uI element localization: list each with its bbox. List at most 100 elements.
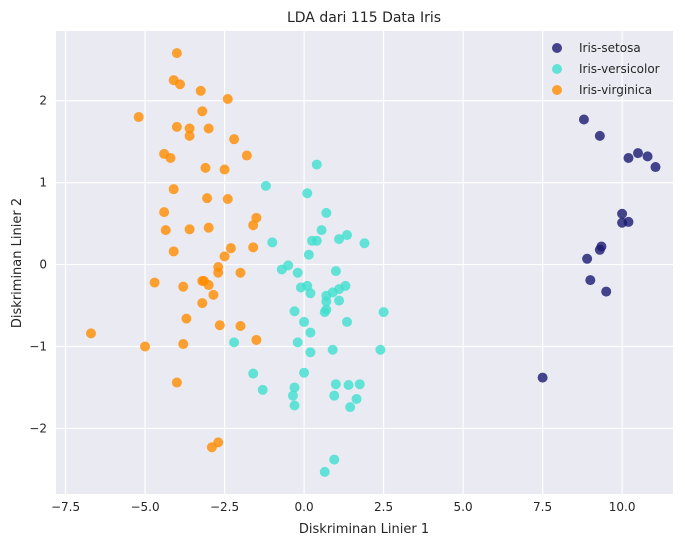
data-point [197, 298, 208, 309]
data-point [222, 94, 233, 105]
data-point [178, 281, 189, 292]
data-point [257, 384, 268, 395]
data-point [140, 341, 151, 352]
legend: Iris-setosa Iris-versicolor Iris-virginica [552, 41, 660, 97]
data-point [219, 251, 230, 262]
data-point [345, 402, 356, 413]
data-point [165, 153, 176, 164]
data-point [329, 454, 340, 465]
data-point [378, 307, 389, 318]
data-point [633, 148, 644, 159]
grid-lines [56, 31, 673, 494]
data-point [229, 134, 240, 145]
x-tick-label: 2.5 [374, 500, 393, 514]
data-point [208, 289, 219, 300]
data-point [184, 130, 195, 141]
x-tick-label: 5.0 [454, 500, 473, 514]
data-point [168, 246, 179, 257]
data-point [321, 296, 332, 307]
data-point [159, 207, 170, 218]
legend-label: Iris-setosa [579, 41, 641, 55]
data-point [287, 390, 298, 401]
data-point [276, 264, 287, 275]
data-point [171, 48, 182, 59]
data-point [206, 442, 217, 453]
data-point [241, 150, 252, 161]
data-point [203, 222, 214, 233]
data-point [289, 306, 300, 317]
data-point [195, 85, 206, 96]
x-axis-ticks: −7.5 −5.0 −2.5 0.0 2.5 5.0 7.5 10.0 [51, 500, 636, 514]
data-point [184, 224, 195, 235]
chart-title: LDA dari 115 Data Iris [287, 10, 441, 26]
data-point [219, 164, 230, 175]
data-point [260, 180, 271, 191]
data-point [85, 328, 96, 339]
data-point [289, 382, 300, 393]
data-point [202, 193, 213, 204]
x-tick-label: −7.5 [51, 500, 80, 514]
data-point [537, 372, 548, 383]
data-point [289, 400, 300, 411]
data-point [149, 277, 160, 288]
data-point [319, 466, 330, 477]
data-point [235, 321, 246, 332]
data-point [642, 151, 653, 162]
x-axis-label: Diskriminan Linier 1 [299, 522, 429, 537]
data-point [342, 230, 353, 241]
y-tick-label: 2 [39, 94, 47, 108]
data-point [359, 238, 370, 249]
data-point [305, 347, 316, 358]
series-iris-virginica [85, 48, 262, 453]
data-point [319, 307, 330, 318]
x-tick-label: −2.5 [210, 500, 239, 514]
data-point [375, 344, 386, 355]
legend-marker [552, 85, 562, 95]
legend-marker [552, 64, 562, 74]
data-point [329, 390, 340, 401]
data-point [160, 225, 171, 236]
legend-label: Iris-virginica [579, 83, 652, 97]
x-tick-label: 7.5 [533, 500, 552, 514]
data-point [342, 316, 353, 327]
data-point [305, 327, 316, 338]
data-point [327, 344, 338, 355]
plot-background [56, 31, 673, 494]
data-point [168, 184, 179, 195]
data-point [197, 106, 208, 117]
legend-label: Iris-versicolor [579, 62, 660, 76]
data-point [585, 275, 596, 286]
data-point [225, 243, 236, 254]
data-point [354, 379, 365, 390]
data-point [334, 234, 345, 245]
data-point [311, 159, 322, 170]
data-point [299, 367, 310, 378]
data-point [330, 266, 341, 277]
data-point [302, 188, 313, 199]
data-point [248, 242, 259, 253]
data-point [299, 316, 310, 327]
data-point [334, 295, 345, 306]
x-tick-label: 10.0 [609, 500, 636, 514]
y-axis-ticks: −2 −1 0 1 2 [29, 94, 47, 436]
data-point [267, 237, 278, 248]
data-point [214, 320, 225, 331]
data-point [578, 114, 589, 125]
y-tick-label: 1 [39, 176, 47, 190]
data-point [295, 282, 306, 293]
data-point [617, 217, 628, 228]
data-point [229, 337, 240, 348]
data-point [133, 112, 144, 123]
data-point [203, 123, 214, 134]
data-point [316, 225, 327, 236]
data-point [171, 377, 182, 388]
data-point [330, 379, 341, 390]
series-iris-setosa [537, 114, 661, 383]
data-points [85, 48, 661, 477]
data-point [251, 334, 262, 345]
x-tick-label: −5.0 [130, 500, 159, 514]
data-point [175, 79, 186, 90]
data-point [181, 313, 192, 324]
y-tick-label: −2 [29, 421, 47, 435]
